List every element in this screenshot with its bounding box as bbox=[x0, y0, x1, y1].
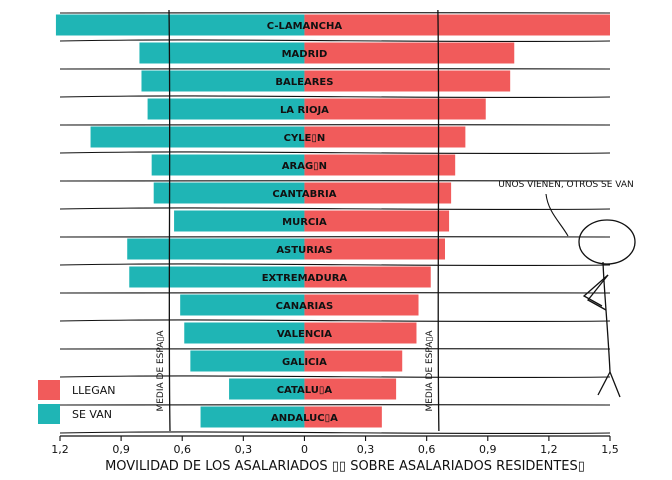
bar-llegan bbox=[304, 70, 511, 92]
category-label: CANARIAS bbox=[276, 301, 334, 312]
legend-swatch bbox=[38, 404, 60, 424]
x-tick-label: 0,9 bbox=[479, 443, 497, 456]
legend-label: LLEGAN bbox=[72, 384, 115, 397]
bar-se-van bbox=[147, 98, 305, 120]
row-separator bbox=[59, 39, 611, 43]
bar-llegan bbox=[304, 294, 419, 316]
reference-line bbox=[168, 9, 171, 432]
reference-line-label: MEDIA DE ESPA▯A bbox=[156, 330, 166, 412]
x-tick-label: 0 bbox=[301, 443, 308, 456]
bar-se-van bbox=[184, 322, 305, 344]
x-axis-label: MOVILIDAD DE LOS ASALARIADOS ▯▯ SOBRE AS… bbox=[105, 459, 585, 474]
x-tick-label: 0,3 bbox=[357, 443, 375, 456]
reference-lines: MEDIA DE ESPA▯A MEDIA DE ESPA▯A bbox=[156, 9, 440, 432]
category-label: CYLE▯N bbox=[284, 133, 326, 144]
row-lines bbox=[59, 12, 611, 435]
x-tick-label: 1,5 bbox=[601, 443, 619, 456]
bar-se-van bbox=[153, 182, 305, 204]
row-separator bbox=[59, 151, 611, 155]
category-label: CATALU▯A bbox=[277, 385, 333, 396]
bar-se-van bbox=[139, 42, 305, 64]
category-label: C-LAMANCHA bbox=[267, 21, 343, 32]
x-tick-label: 1,2 bbox=[540, 443, 558, 456]
reference-line-label: MEDIA DE ESPA▯A bbox=[425, 330, 435, 412]
bar-se-van bbox=[180, 294, 305, 316]
row-separator bbox=[59, 431, 611, 435]
bar-se-van bbox=[55, 14, 305, 36]
bar-se-van bbox=[127, 238, 305, 260]
row-separator bbox=[59, 95, 611, 99]
category-label: CANTABRIA bbox=[272, 189, 336, 200]
bar-llegan bbox=[304, 126, 466, 148]
category-label: BALEARES bbox=[275, 77, 333, 88]
category-label: GALICIA bbox=[282, 357, 327, 368]
x-axis: 1,2 0,9 0,6 0,3 0 0,3 0,6 0,9 1,2 1,5 bbox=[51, 435, 619, 456]
bar-llegan bbox=[304, 322, 417, 344]
legend: LLEGAN SE VAN bbox=[38, 380, 115, 424]
category-label: ANDALUC▯A bbox=[271, 413, 338, 424]
row-separator bbox=[59, 207, 611, 211]
category-label: LA RIOJA bbox=[280, 105, 329, 116]
bar-llegan bbox=[304, 98, 486, 120]
x-tick-label: 1,2 bbox=[51, 443, 69, 456]
category-label: ASTURIAS bbox=[276, 245, 332, 256]
bar-llegan bbox=[304, 378, 397, 400]
x-tick-label: 0,9 bbox=[112, 443, 130, 456]
bar-se-van bbox=[229, 378, 305, 400]
bar-llegan bbox=[304, 266, 431, 288]
bar-llegan bbox=[304, 210, 450, 232]
annotation-text: UNOS VIENEN, OTROS SE VAN bbox=[498, 180, 634, 190]
bar-llegan bbox=[304, 42, 515, 64]
category-label: ARAG▯N bbox=[282, 161, 327, 172]
bar-se-van bbox=[90, 126, 305, 148]
stick-figure bbox=[545, 193, 636, 398]
x-tick-label: 0,3 bbox=[235, 443, 253, 456]
x-tick-label: 0,6 bbox=[173, 443, 191, 456]
bar-llegan bbox=[304, 350, 403, 372]
bar-llegan bbox=[304, 406, 382, 428]
bars bbox=[55, 14, 610, 428]
row-separator bbox=[59, 263, 611, 267]
row-separator bbox=[59, 319, 611, 323]
bar-se-van bbox=[174, 210, 305, 232]
bar-llegan bbox=[304, 238, 445, 260]
category-labels: C-LAMANCHA MADRID BALEARES LA RIOJA CYLE▯N AR… bbox=[262, 21, 348, 424]
bar-se-van bbox=[151, 154, 305, 176]
legend-label: SE VAN bbox=[72, 408, 112, 421]
category-label: MURCIA bbox=[282, 217, 327, 228]
reference-line bbox=[437, 9, 440, 432]
bar-llegan bbox=[304, 14, 610, 36]
bar-llegan bbox=[304, 154, 456, 176]
bar-llegan bbox=[304, 182, 452, 204]
x-axis-line bbox=[59, 435, 611, 437]
legend-swatch bbox=[38, 380, 60, 400]
bar-se-van bbox=[141, 70, 305, 92]
bar-se-van bbox=[129, 266, 305, 288]
x-tick-label: 0,6 bbox=[418, 443, 436, 456]
category-label: VALENCIA bbox=[277, 329, 332, 340]
category-label: MADRID bbox=[282, 49, 328, 60]
category-label: EXTREMADURA bbox=[262, 273, 348, 284]
row-separator bbox=[59, 375, 611, 379]
bar-se-van bbox=[200, 406, 305, 428]
bar-se-van bbox=[190, 350, 305, 372]
